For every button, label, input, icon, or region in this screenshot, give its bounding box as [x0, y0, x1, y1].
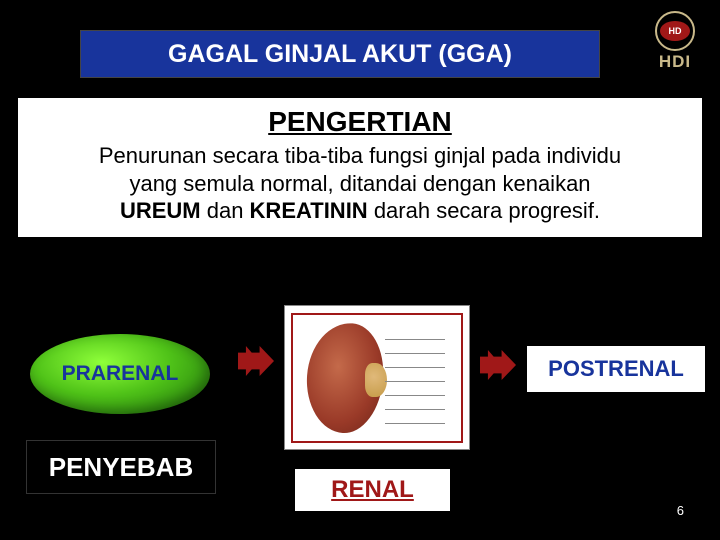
def-mid: dan — [201, 198, 250, 223]
slide-title: GAGAL GINJAL AKUT (GGA) — [168, 40, 512, 69]
kidney-image-frame — [284, 305, 470, 450]
arrow-right-icon — [480, 350, 516, 380]
postrenal-box: POSTRENAL — [527, 346, 705, 392]
def-tail: darah secara progresif. — [368, 198, 600, 223]
def-line1a: Penurunan secara tiba-tiba fungsi ginjal… — [99, 143, 621, 168]
renal-box: RENAL — [295, 469, 450, 511]
penyebab-label: PENYEBAB — [49, 452, 193, 483]
kidney-label-lines — [385, 333, 455, 427]
slide-title-box: GAGAL GINJAL AKUT (GGA) — [80, 30, 600, 78]
prarenal-node: PRARENAL — [30, 334, 210, 414]
postrenal-label: POSTRENAL — [548, 356, 684, 382]
logo-abbrev: HDI — [659, 52, 691, 72]
logo-ring-icon: HD — [655, 11, 695, 51]
page-number: 6 — [677, 503, 684, 518]
logo-inner-pill: HD — [660, 21, 690, 41]
renal-label: RENAL — [331, 476, 414, 504]
kidney-hilum-icon — [365, 363, 387, 397]
definition-heading: PENGERTIAN — [28, 106, 692, 138]
penyebab-box: PENYEBAB — [26, 440, 216, 494]
kidney-image — [291, 313, 463, 443]
def-bold-kreatinin: KREATININ — [250, 198, 368, 223]
definition-body: Penurunan secara tiba-tiba fungsi ginjal… — [28, 142, 692, 225]
prarenal-label: PRARENAL — [62, 362, 179, 386]
def-line1b: yang semula normal, ditandai dengan kena… — [129, 171, 590, 196]
logo: HD HDI — [644, 10, 706, 72]
arrow-right-icon — [238, 346, 274, 376]
def-bold-ureum: UREUM — [120, 198, 201, 223]
definition-box: PENGERTIAN Penurunan secara tiba-tiba fu… — [18, 98, 702, 237]
